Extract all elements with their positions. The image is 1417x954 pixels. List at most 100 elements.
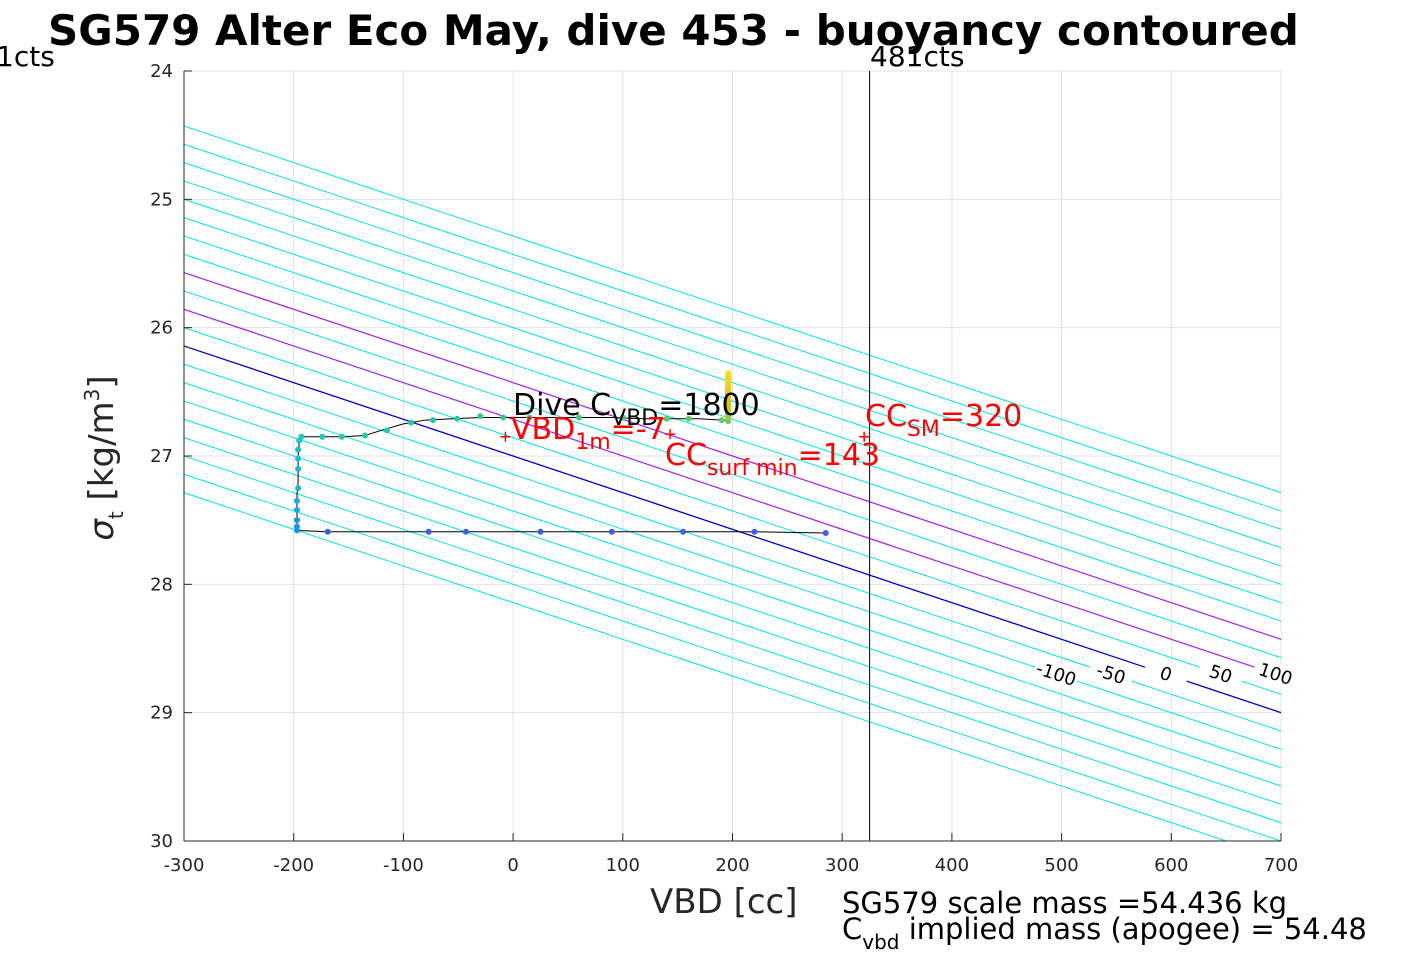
counts-right-label: 481cts [870,40,965,73]
ccsm-sub: SM [906,417,940,442]
data-point [408,419,415,426]
y-tick-label: 28 [150,574,173,595]
cvbd-prefix: C [842,912,863,946]
data-point [319,433,326,440]
data-point [685,415,692,422]
dive-c-prefix: Dive C [513,388,612,423]
data-point [430,417,437,424]
vbd1m-suffix: =-7 [610,412,666,447]
data-point [477,413,484,420]
contour-line [184,180,1281,549]
contour-line [184,143,1281,512]
y-tick-label: 24 [150,61,173,82]
contour-line [184,308,1281,677]
contour-line [184,363,1281,732]
x-tick-label: 700 [1264,855,1298,876]
contour-line [184,327,1281,695]
contour-line [184,418,1281,787]
x-tick-label: -200 [273,855,314,876]
data-point [718,417,725,424]
contour-line [184,455,1281,824]
y-tick-label: 25 [150,189,173,210]
x-tick-label: 100 [606,855,640,876]
x-tick-label: -100 [383,855,424,876]
data-point [500,414,507,421]
ylabel-sub: t [104,511,128,520]
cc-surf-min-annotation: CCsurf min=143 [665,438,880,481]
vbd1m-prefix: VBD [511,412,576,447]
data-point [293,497,300,504]
counts-left-label: 1cts [0,40,55,73]
contour-line [184,345,1281,714]
contour-line [184,272,1281,640]
scale-mass-text: SG579 scale mass =54.436 kg [842,886,1288,920]
data-point [362,432,369,439]
data-point [295,465,302,472]
contour-line [184,125,1281,494]
ylabel-sup: 3 [80,388,104,402]
x-tick-label: 300 [825,855,859,876]
contour-line [184,492,1227,841]
data-point [619,414,626,421]
data-point [295,446,302,453]
data-point [293,523,300,530]
ylabel-close: ] [82,375,122,389]
data-point [293,517,300,524]
chart-title: SG579 Alter Eco May, dive 453 - buoyancy… [48,6,1299,55]
dive-trajectory [296,411,826,534]
ccsm-suffix: =320 [939,399,1023,434]
vbd-1m-annotation: VBD1m=-7 [511,412,666,455]
y-tick-label: 29 [150,703,173,724]
data-point [298,433,305,440]
data-point [663,415,670,422]
contour-line [184,400,1281,769]
y-tick-label: 27 [150,446,173,467]
dive-c-sub: VBD [611,406,659,431]
trajectory-line [296,411,826,534]
data-point [822,530,829,536]
y-tick-label: 26 [150,318,173,339]
data-point [526,414,533,421]
contour-label-bg [1031,656,1081,692]
buoyancy-contours [184,125,1281,841]
data-point [295,485,302,492]
contour-line [184,473,1281,841]
contour-line [184,217,1281,585]
cc-sm-annotation: CCSM=320 [865,399,1023,442]
y-tick-label: 30 [150,831,173,852]
ylabel-unit: [kg/m [82,401,122,501]
cvbd-suffix: implied mass (apogee) = 54.48 [899,912,1367,946]
data-markers [293,370,829,536]
contour-line [184,290,1281,659]
contour-label-bg [1141,656,1191,692]
data-point [383,427,390,434]
x-tick-label: 200 [715,855,749,876]
x-tick-label: -300 [164,855,205,876]
contour-label-bg [1251,656,1300,692]
data-point [680,528,687,535]
data-point [537,528,544,535]
contour-line [184,437,1281,805]
y-axis-label: σt [kg/m3] [80,375,128,540]
axes: -300 -200 -100 0 100 200 300 400 500 600 700 24 25 26… [150,61,1298,876]
contour-label-bg [1086,656,1136,692]
ccsm-prefix: CC [865,399,907,434]
data-point [575,414,582,421]
data-point [293,506,300,513]
data-point [425,528,432,535]
contour-line [184,382,1281,750]
data-point [295,455,302,462]
cvbd-sub: vbd [862,930,900,954]
x-tick-label: 0 [507,855,518,876]
cvbd-implied-mass-text: Cvbd implied mass (apogee) = 54.48 [842,912,1367,954]
vbd1m-sub: 1m [575,430,611,455]
x-axis-label: VBD [cc] [650,882,798,922]
contour-label-bg [1196,656,1246,692]
x-tick-label: 600 [1154,855,1188,876]
red-markers [500,429,870,442]
data-point [462,528,469,535]
data-point [338,433,345,440]
dive-c-suffix: =1800 [658,388,760,423]
apogee-marker-stack [725,370,732,421]
